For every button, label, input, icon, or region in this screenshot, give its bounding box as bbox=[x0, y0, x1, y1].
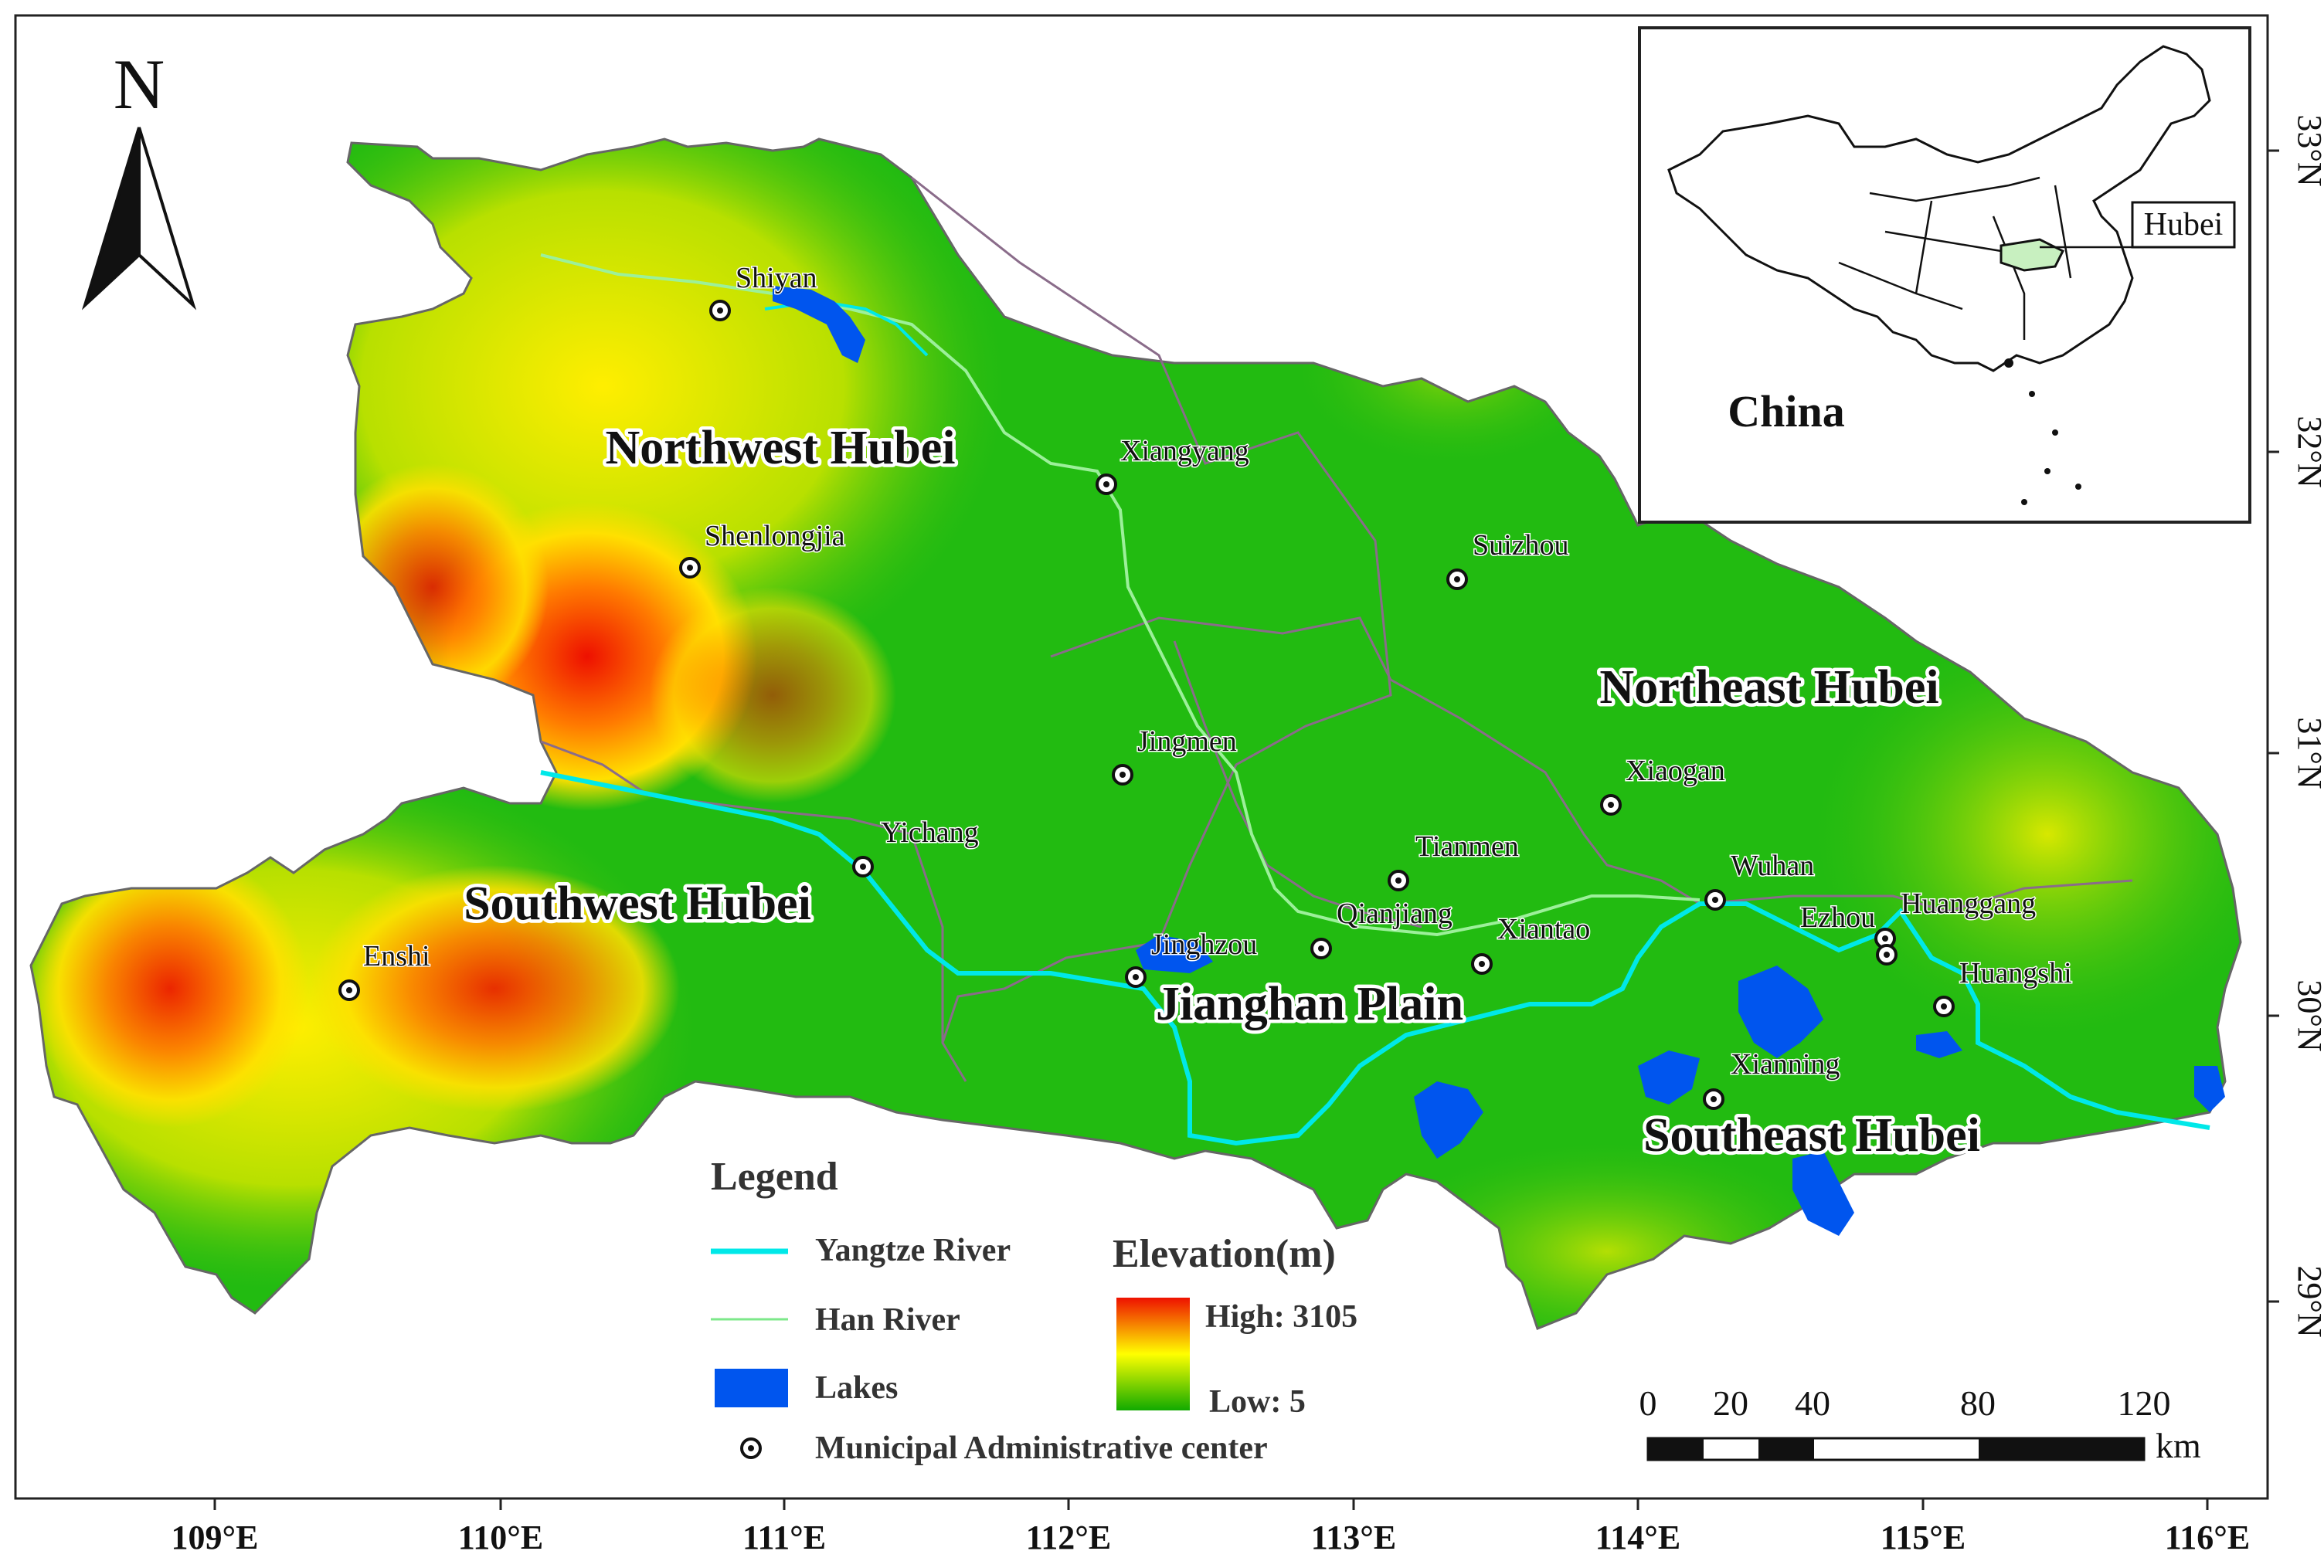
city-label: Tianmen bbox=[1415, 830, 1519, 863]
longitude-labels: 109°E 110°E 111°E 112°E 113°E 114°E 115°… bbox=[172, 1498, 2251, 1556]
boundary-northeast bbox=[1050, 616, 2133, 913]
city-label: Huanggang bbox=[1901, 888, 2036, 920]
lon-label-113: 113°E bbox=[1311, 1519, 1397, 1556]
legend-title: Legend bbox=[711, 1155, 838, 1199]
city-label: Jinghzou bbox=[1151, 928, 1257, 961]
inset-map: Hubei China bbox=[1638, 26, 2251, 524]
city-enshi: Enshi bbox=[338, 939, 431, 1001]
city-label: Jingmen bbox=[1137, 725, 1237, 758]
city-markers: Shiyan Xiangyang Shenlongjia Suizhou Jin… bbox=[338, 261, 2073, 1110]
lon-label-109: 109°E bbox=[172, 1519, 259, 1556]
city-huangshi: Huangshi bbox=[1933, 956, 2073, 1017]
city-yichang: Yichang bbox=[852, 816, 980, 877]
lat-label-31: 31°N bbox=[2291, 717, 2324, 789]
city-label: Xiangyang bbox=[1120, 435, 1249, 467]
legend-yangtze-label: Yangtze River bbox=[815, 1233, 1011, 1268]
city-xiantao: Xiantao bbox=[1471, 912, 1592, 975]
elevation-low-label: Low: 5 bbox=[1209, 1384, 1306, 1420]
city-huanggang: Huanggang bbox=[1874, 887, 2037, 949]
china-province-lines bbox=[1838, 176, 2072, 340]
lon-label-116: 116°E bbox=[2165, 1519, 2251, 1556]
lon-label-110: 110°E bbox=[458, 1519, 544, 1556]
city-label: Xiaogan bbox=[1626, 755, 1725, 787]
map-frame bbox=[14, 14, 2269, 1500]
legend-center-label: Municipal Administrative center bbox=[815, 1431, 1268, 1466]
city-jingmen: Jingmen bbox=[1112, 725, 1238, 786]
elevation-high-label: High: 3105 bbox=[1205, 1299, 1357, 1335]
boundary-southwest bbox=[540, 740, 944, 1043]
city-xiaogan: Xiaogan bbox=[1600, 754, 1726, 816]
boundary-jianghan bbox=[1173, 640, 1422, 928]
north-arrow-right-half bbox=[138, 127, 197, 311]
region-label-southwest: Southwest Hubei bbox=[464, 877, 811, 930]
region-label-northeast: Northeast Hubei bbox=[1599, 661, 1938, 714]
lat-label-33: 33°N bbox=[2291, 114, 2324, 186]
city-shenlongjia: Shenlongjia bbox=[679, 519, 846, 579]
north-arrow-label: N bbox=[114, 45, 165, 124]
elevation-colorbar bbox=[1116, 1298, 1190, 1410]
city-tianmen: Tianmen bbox=[1388, 830, 1520, 891]
inset-country-label: China bbox=[1728, 386, 1845, 436]
scale-tick-120: 120 bbox=[2118, 1383, 2171, 1423]
legend: Legend Yangtze River Han River Lakes Mun… bbox=[711, 1155, 1357, 1466]
elevation-title: Elevation(m) bbox=[1113, 1232, 1336, 1276]
lat-label-30: 30°N bbox=[2291, 979, 2324, 1051]
city-xiangyang: Xiangyang bbox=[1096, 434, 1250, 495]
city-suizhou: Suizhou bbox=[1446, 528, 1570, 590]
city-label: Xiantao bbox=[1497, 913, 1590, 945]
legend-lakes-swatch bbox=[715, 1369, 788, 1407]
inset-province-label: Hubei bbox=[2144, 207, 2224, 243]
city-label: Wuhan bbox=[1731, 850, 1814, 882]
city-label: Shiyan bbox=[736, 262, 817, 294]
latitude-labels: 33°N 32°N 31°N 30°N 29°N bbox=[2268, 114, 2324, 1338]
city-label: Suizhou bbox=[1473, 529, 1569, 562]
lat-label-29: 29°N bbox=[2291, 1265, 2324, 1337]
scale-tick-20: 20 bbox=[1713, 1383, 1748, 1423]
china-outline bbox=[1667, 45, 2211, 372]
city-label: Huangshi bbox=[1959, 957, 2072, 989]
south-china-sea-islands bbox=[2004, 358, 2081, 505]
lon-label-114: 114°E bbox=[1595, 1519, 1681, 1556]
city-label: Qianjiang bbox=[1337, 898, 1452, 930]
city-ezhou: Ezhou bbox=[1799, 901, 1898, 966]
scale-tick-0: 0 bbox=[1639, 1383, 1657, 1423]
lon-label-111: 111°E bbox=[742, 1519, 826, 1556]
legend-center-dot bbox=[748, 1445, 754, 1451]
city-label: Shenlongjia bbox=[705, 520, 845, 552]
region-label-northwest: Northwest Hubei bbox=[606, 422, 956, 474]
lakes bbox=[773, 286, 2225, 1236]
boundary-northwest bbox=[911, 176, 1392, 1082]
lon-label-112: 112°E bbox=[1026, 1519, 1112, 1556]
city-label: Xianning bbox=[1731, 1048, 1840, 1081]
region-label-jianghan: Jianghan Plain bbox=[1156, 978, 1463, 1030]
scale-tick-80: 80 bbox=[1960, 1383, 1996, 1423]
city-wuhan: Wuhan bbox=[1704, 849, 1816, 911]
lon-label-115: 115°E bbox=[1881, 1519, 1966, 1556]
region-label-southeast: Southeast Hubei bbox=[1643, 1109, 1980, 1162]
lat-label-32: 32°N bbox=[2291, 416, 2324, 487]
city-label: Ezhou bbox=[1800, 901, 1875, 934]
yangtze-river bbox=[540, 770, 2210, 1146]
city-jinghzou: Jinghzou bbox=[1125, 928, 1259, 988]
north-arrow-left-half bbox=[81, 127, 141, 311]
scale-unit: km bbox=[2156, 1426, 2201, 1465]
city-label: Yichang bbox=[881, 816, 979, 849]
hubei-label-box bbox=[2131, 201, 2236, 249]
city-qianjiang: Qianjiang bbox=[1310, 897, 1453, 959]
city-shiyan: Shiyan bbox=[709, 261, 818, 321]
north-arrow: N bbox=[81, 45, 197, 311]
scale-bar: 0 20 40 80 120 km bbox=[1639, 1383, 2202, 1465]
city-label: Enshi bbox=[363, 940, 430, 972]
scale-tick-40: 40 bbox=[1795, 1383, 1830, 1423]
city-xianning: Xianning bbox=[1703, 1047, 1841, 1110]
legend-han-label: Han River bbox=[815, 1302, 960, 1338]
legend-lakes-label: Lakes bbox=[815, 1370, 898, 1406]
